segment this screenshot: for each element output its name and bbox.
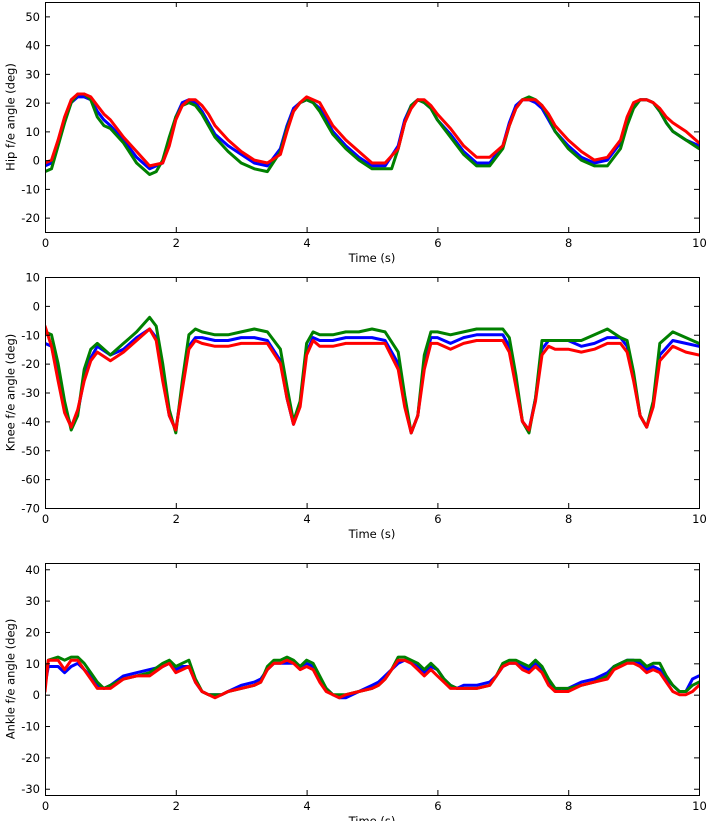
ankle-x-tick-label: 0 — [42, 799, 49, 813]
knee-series-green — [45, 315, 699, 435]
knee-x-tick-label: 0 — [42, 512, 49, 526]
knee-x-axis-label: Time (s) — [348, 527, 396, 541]
knee-y-tick-label: -60 — [21, 473, 40, 487]
ankle-x-tick-label: 10 — [692, 799, 707, 813]
hip-chart: 0 2 4 6 8 10 -20 -10 0 10 20 30 40 50 Time (s) Hip f/e … — [4, 2, 707, 265]
ankle-y-tick-label: 40 — [25, 563, 40, 577]
hip-x-tick-label: 4 — [303, 236, 310, 250]
ankle-axes-frame — [45, 563, 700, 796]
knee-series-red — [45, 324, 699, 435]
ankle-x-tick-label: 8 — [565, 799, 572, 813]
knee-y-tick-label: -70 — [21, 502, 40, 516]
knee-axes-frame — [45, 277, 700, 509]
hip-y-tick-label: 20 — [25, 96, 40, 110]
knee-x-tick-label: 10 — [692, 512, 707, 526]
hip-x-tick-label: 2 — [173, 236, 180, 250]
hip-y-tick-label: -20 — [21, 211, 40, 225]
knee-y-tick-label: 0 — [33, 299, 40, 313]
hip-y-tick-label: 50 — [25, 10, 40, 24]
knee-x-tick-label: 2 — [173, 512, 180, 526]
knee-y-tick-label: -50 — [21, 444, 40, 458]
hip-series-green — [45, 92, 699, 176]
ankle-x-tick-label: 6 — [434, 799, 441, 813]
hip-y-tick-label: 40 — [25, 39, 40, 53]
ankle-y-tick-label: -20 — [21, 751, 40, 765]
ankle-x-tick-label: 2 — [173, 799, 180, 813]
knee-y-tick-label: -10 — [21, 328, 40, 342]
hip-series-blue — [45, 95, 699, 171]
knee-chart: 0 2 4 6 8 10 -70 -60 -50 -40 -30 -20 -10 0 10 Time (s) K… — [4, 271, 707, 542]
hip-y-tick-label: -10 — [21, 182, 40, 196]
ankle-y-axis-label: Ankle f/e angle (deg) — [4, 619, 18, 740]
knee-y-tick-label: 10 — [25, 271, 40, 285]
hip-x-tick-label: 0 — [42, 236, 49, 250]
hip-y-axis-label: Hip f/e angle (deg) — [4, 63, 18, 171]
hip-series-red — [45, 92, 699, 168]
ankle-y-tick-label: 0 — [33, 688, 40, 702]
knee-y-tick-label: -20 — [21, 357, 40, 371]
ankle-x-axis-label: Time (s) — [348, 814, 396, 821]
ankle-y-tick-label: 30 — [25, 594, 40, 608]
ankle-y-tick-label: -10 — [21, 720, 40, 734]
hip-x-tick-label: 6 — [434, 236, 441, 250]
knee-x-tick-label: 4 — [303, 512, 310, 526]
knee-y-tick-label: -40 — [21, 415, 40, 429]
hip-x-axis-label: Time (s) — [348, 251, 396, 265]
ankle-x-tick-label: 4 — [303, 799, 310, 813]
hip-y-tick-label: 30 — [25, 67, 40, 81]
knee-y-axis-label: Knee f/e angle (deg) — [4, 334, 18, 452]
ankle-chart: 0 2 4 6 8 10 -30 -20 -10 0 10 20 30 40 Time (s) Ankle f… — [4, 563, 707, 821]
ankle-y-tick-label: 20 — [25, 625, 40, 639]
hip-x-tick-label: 8 — [565, 236, 572, 250]
hip-x-tick-label: 10 — [692, 236, 707, 250]
ankle-y-tick-label: 10 — [25, 657, 40, 671]
ankle-series-red — [45, 658, 699, 700]
ankle-y-tick-label: -30 — [21, 782, 40, 796]
hip-axes-frame — [45, 2, 700, 233]
knee-y-tick-label: -30 — [21, 386, 40, 400]
hip-y-tick-label: 0 — [33, 154, 40, 168]
knee-x-tick-label: 8 — [565, 512, 572, 526]
hip-y-tick-label: 10 — [25, 125, 40, 139]
knee-x-tick-label: 6 — [434, 512, 441, 526]
